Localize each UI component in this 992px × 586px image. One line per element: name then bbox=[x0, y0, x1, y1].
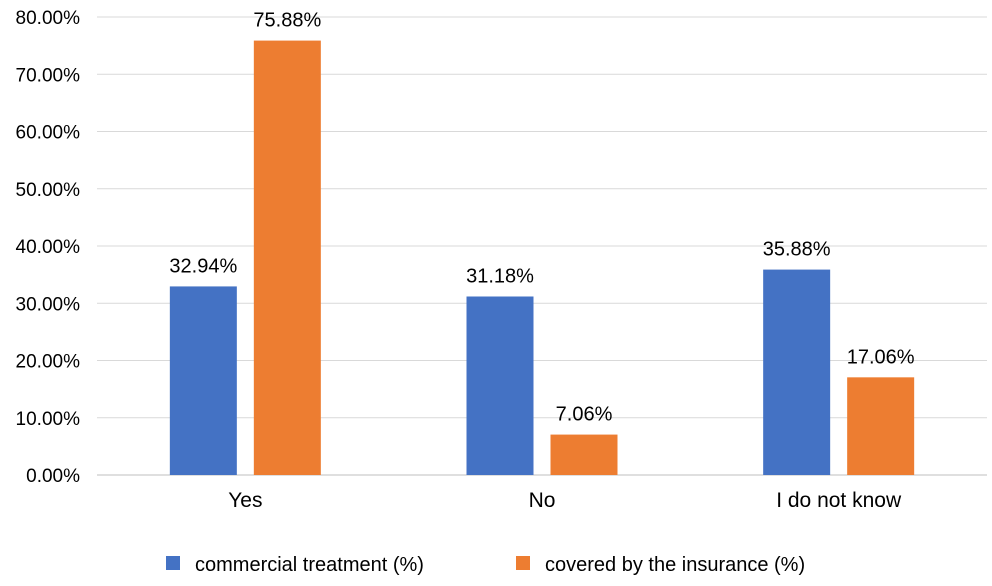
x-category-label: Yes bbox=[228, 489, 262, 512]
x-category-label: I do not know bbox=[776, 489, 902, 512]
y-tick-label: 0.00% bbox=[26, 466, 80, 487]
data-labels: 32.94% 75.88% 31.18% 7.06% 35.88% 17.06% bbox=[169, 10, 914, 426]
legend-swatch bbox=[166, 556, 180, 570]
y-tick-label: 50.00% bbox=[16, 180, 81, 201]
data-label: 35.88% bbox=[763, 239, 831, 261]
x-axis-category-labels: Yes No I do not know bbox=[228, 489, 902, 512]
y-tick-label: 40.00% bbox=[16, 237, 81, 258]
data-label: 75.88% bbox=[253, 10, 321, 32]
y-tick-label: 70.00% bbox=[16, 65, 81, 86]
gridlines bbox=[97, 16, 987, 476]
y-tick-label: 20.00% bbox=[16, 352, 81, 373]
y-tick-label: 60.00% bbox=[16, 123, 81, 144]
bar-commercial-treatment bbox=[169, 286, 237, 475]
bar-covered-by-insurance bbox=[253, 40, 321, 475]
x-category-label: No bbox=[529, 489, 556, 512]
data-label: 17.06% bbox=[847, 346, 915, 368]
bars bbox=[169, 40, 915, 475]
legend-item: commercial treatment (%) bbox=[166, 554, 424, 576]
bar-covered-by-insurance bbox=[550, 434, 618, 475]
y-tick-label: 30.00% bbox=[16, 294, 81, 315]
y-tick-label: 80.00% bbox=[16, 8, 81, 29]
bar-covered-by-insurance bbox=[847, 377, 915, 475]
legend-item: covered by the insurance (%) bbox=[516, 554, 805, 576]
data-label: 32.94% bbox=[169, 255, 237, 277]
legend-label: covered by the insurance (%) bbox=[545, 554, 805, 576]
data-label: 7.06% bbox=[556, 404, 613, 426]
legend-label: commercial treatment (%) bbox=[195, 554, 424, 576]
data-label: 31.18% bbox=[466, 265, 534, 287]
legend-swatch bbox=[516, 556, 530, 570]
bar-commercial-treatment bbox=[763, 269, 831, 475]
legend: commercial treatment (%) covered by the i… bbox=[166, 554, 805, 576]
y-axis-tick-labels: 0.00% 10.00% 20.00% 30.00% 40.00% 50.00% 60.00… bbox=[16, 8, 81, 487]
bar-commercial-treatment bbox=[466, 296, 534, 475]
y-tick-label: 10.00% bbox=[16, 409, 81, 430]
